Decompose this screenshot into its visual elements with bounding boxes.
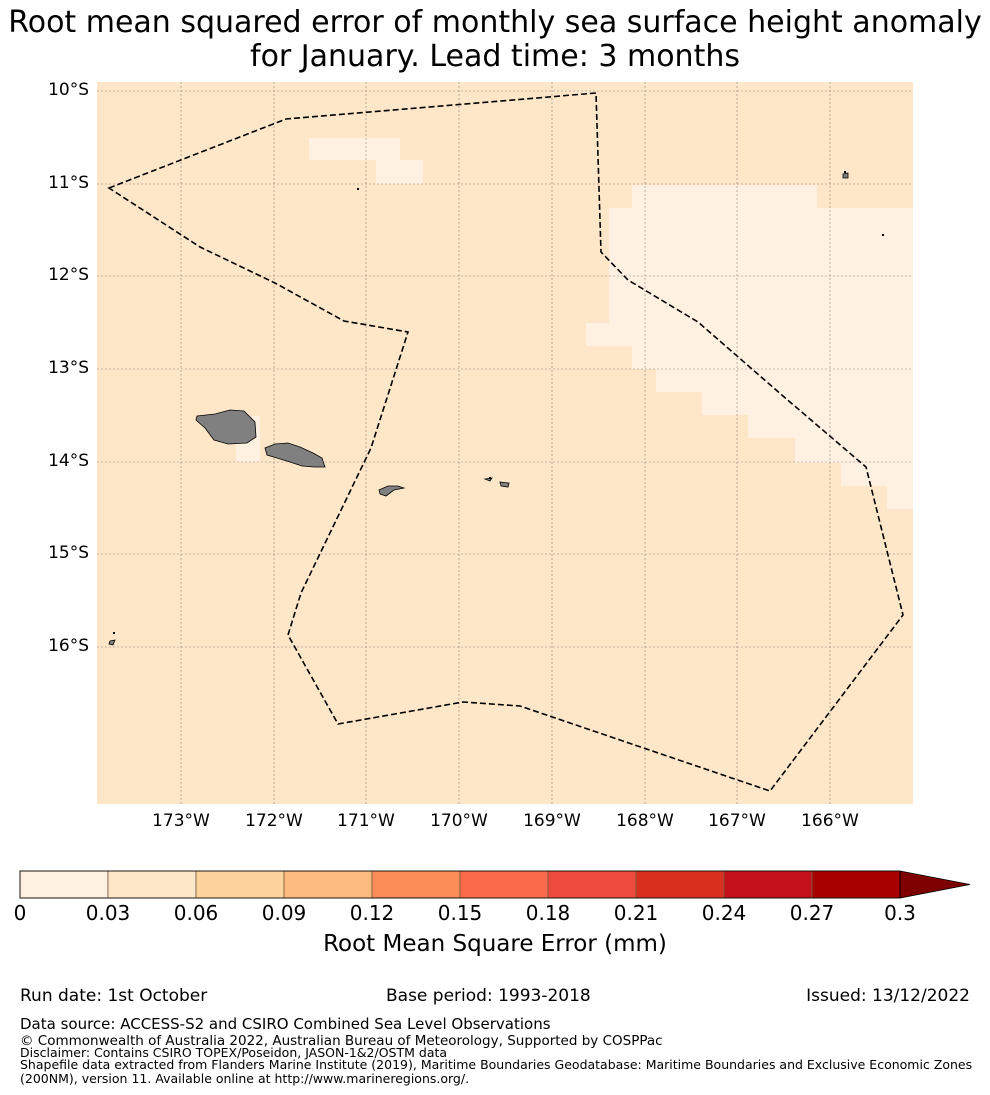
colorbar-segment bbox=[459, 870, 549, 899]
lon-tick-172w: 172°W bbox=[245, 811, 303, 831]
colorbar-segment bbox=[547, 870, 637, 899]
island-savaii bbox=[195, 409, 257, 445]
lat-tick-11s: 11°S bbox=[48, 173, 89, 193]
copyright: © Commonwealth of Australia 2022, Austra… bbox=[20, 1033, 663, 1049]
lon-tick-168w: 168°W bbox=[616, 811, 674, 831]
title-line-2: for January. Lead time: 3 months bbox=[250, 39, 740, 74]
lat-tick-13s: 13°S bbox=[48, 358, 89, 378]
lat-tick-10s: 10°S bbox=[48, 80, 89, 100]
title-line-1: Root mean squared error of monthly sea s… bbox=[8, 5, 982, 40]
lat-tick-15s: 15°S bbox=[48, 543, 89, 563]
colorbar-extend-arrow bbox=[899, 870, 971, 899]
colorbar-tick-label: 0.15 bbox=[437, 901, 483, 925]
colorbar-segment bbox=[371, 870, 461, 899]
colorbar-tick-label: 0.3 bbox=[884, 901, 916, 925]
colorbar-frame bbox=[19, 870, 901, 899]
shapefile-credit-1: Shapefile data extracted from Flanders M… bbox=[20, 1057, 973, 1072]
base-period: Base period: 1993-2018 bbox=[386, 986, 591, 1006]
land-masses bbox=[108, 172, 849, 646]
lon-tick-170w: 170°W bbox=[430, 811, 488, 831]
lat-tick-16s: 16°S bbox=[48, 636, 89, 656]
colorbar-segment bbox=[723, 870, 813, 899]
colorbar-tick-label: 0.24 bbox=[701, 901, 747, 925]
graticule bbox=[97, 82, 913, 804]
colorbar-segment bbox=[283, 870, 373, 899]
island-tutuila bbox=[378, 485, 406, 497]
colorbar-segment bbox=[195, 870, 285, 899]
small-islets bbox=[113, 171, 884, 634]
colorbar bbox=[19, 870, 971, 899]
colorbar-segment bbox=[635, 870, 725, 899]
island-manua-2 bbox=[499, 481, 510, 488]
colorbar-tick-label: 0.27 bbox=[789, 901, 835, 925]
lon-tick-173w: 173°W bbox=[152, 811, 210, 831]
island-upolu bbox=[264, 442, 326, 468]
lon-tick-169w: 169°W bbox=[523, 811, 581, 831]
lon-tick-171w: 171°W bbox=[337, 811, 395, 831]
lat-tick-14s: 14°S bbox=[48, 451, 89, 471]
colorbar-tick-label: 0.09 bbox=[261, 901, 307, 925]
colorbar-segment bbox=[107, 870, 197, 899]
disclaimer: Disclaimer: Contains CSIRO TOPEX/Poseido… bbox=[20, 1045, 448, 1060]
issued-date: Issued: 13/12/2022 bbox=[806, 986, 970, 1006]
colorbar-segment bbox=[811, 870, 901, 899]
lon-tick-166w: 166°W bbox=[801, 811, 859, 831]
data-source: Data source: ACCESS-S2 and CSIRO Combine… bbox=[20, 1015, 551, 1033]
rmse-field bbox=[97, 82, 913, 804]
colorbar-segment bbox=[19, 870, 109, 899]
colorbar-tick-label: 0 bbox=[13, 901, 27, 925]
island-niuafoou bbox=[108, 639, 116, 646]
lat-tick-12s: 12°S bbox=[48, 265, 89, 285]
eez-boundary bbox=[107, 92, 904, 792]
field-low-region-east bbox=[586, 185, 913, 509]
lon-tick-167w: 167°W bbox=[708, 811, 766, 831]
colorbar-tick-label: 0.12 bbox=[349, 901, 395, 925]
colorbar-label: Root Mean Square Error (mm) bbox=[323, 931, 667, 957]
shapefile-credit-2: (200NM), version 11. Available online at… bbox=[20, 1071, 470, 1086]
field-low-region-north bbox=[309, 138, 423, 184]
island-swains bbox=[842, 172, 849, 179]
colorbar-tick-label: 0.21 bbox=[613, 901, 659, 925]
colorbar-tick-label: 0.03 bbox=[85, 901, 131, 925]
colorbar-tick-label: 0.18 bbox=[525, 901, 571, 925]
colorbar-tick-label: 0.06 bbox=[173, 901, 219, 925]
run-date: Run date: 1st October bbox=[20, 986, 208, 1006]
